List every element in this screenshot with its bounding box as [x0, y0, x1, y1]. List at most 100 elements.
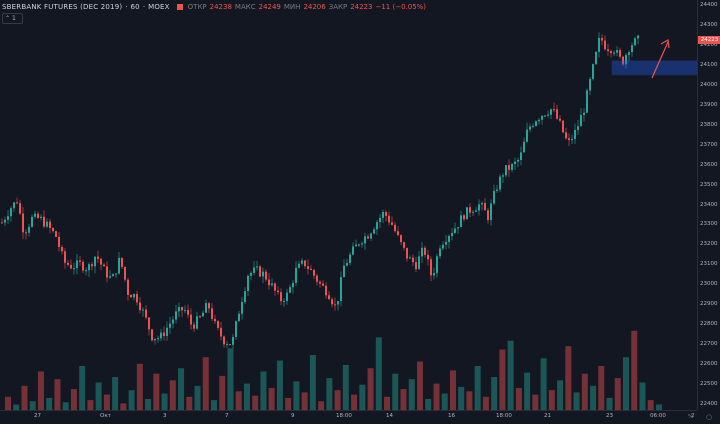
chart-pane[interactable] — [0, 0, 698, 410]
candle-body — [250, 272, 252, 276]
interval[interactable]: 60 — [130, 3, 140, 11]
candle-body — [229, 344, 231, 346]
candle-body — [259, 266, 261, 277]
flag-icon[interactable] — [176, 4, 183, 10]
candle-body — [547, 114, 549, 116]
candle-body — [220, 327, 222, 337]
candle-body — [592, 64, 594, 79]
candle-body — [508, 165, 510, 170]
candle-body — [376, 222, 378, 230]
log-scale-toggle[interactable]: % — [688, 414, 694, 420]
candle-body — [493, 190, 495, 204]
candle-body — [514, 161, 516, 164]
volume-bar — [169, 380, 176, 410]
time-tick-label: 23 — [606, 413, 613, 419]
volume-bar — [532, 394, 539, 410]
candle-body — [367, 236, 369, 239]
time-tick-label: 06:00 — [650, 413, 666, 419]
volume-bar — [417, 361, 423, 410]
annotation-arrow-head — [660, 39, 670, 49]
volume-bar — [647, 400, 654, 410]
time-tick-label: 9 — [291, 413, 295, 419]
candle-body — [103, 264, 105, 267]
candle-body — [595, 51, 597, 65]
candle-body — [253, 267, 255, 273]
candle-body — [31, 216, 33, 227]
price-axis[interactable]: 24400 24300 24200 24100 24000 23900 23800 23700… — [697, 0, 720, 410]
price-tick-label: 23000 — [700, 281, 718, 288]
time-tick-label: 27 — [34, 413, 41, 419]
candle-body — [397, 231, 399, 236]
candle-body — [190, 314, 192, 325]
price-chart[interactable] — [0, 0, 698, 410]
price-tick-label: 23500 — [700, 181, 718, 188]
price-tick-label: 24000 — [700, 81, 718, 88]
candle-body — [76, 260, 78, 269]
candle-body — [535, 121, 537, 126]
candle-body — [529, 126, 531, 130]
time-tick-label: 16 — [448, 413, 455, 419]
candle-body — [16, 202, 18, 204]
candle-body — [1, 222, 3, 224]
candle-body — [181, 307, 183, 311]
candle-body — [565, 132, 567, 139]
candle-body — [133, 294, 135, 298]
candle-body — [142, 309, 144, 311]
candle-body — [205, 303, 207, 313]
volume-bar — [482, 396, 489, 410]
volume-bar — [375, 337, 382, 410]
volume-bar — [425, 399, 432, 410]
candle-body — [625, 54, 627, 65]
volume-bar — [466, 391, 473, 410]
time-axis[interactable]: 27 Окт 3 7 9 18:00 14 16 18:00 21 23 06:00 2 — [0, 410, 697, 424]
candle-body — [550, 109, 552, 115]
candle-body — [427, 254, 429, 260]
volume-bar — [128, 390, 135, 410]
candle-body — [115, 273, 117, 275]
candle-body — [184, 309, 186, 311]
candle-body — [430, 259, 432, 276]
candle-body — [7, 216, 9, 220]
candle-body — [349, 254, 351, 264]
candle-body — [187, 309, 189, 315]
price-tick-label: 24200 — [700, 41, 718, 48]
candle-body — [289, 287, 291, 293]
indicators-toggle[interactable]: ⌃ 1 — [2, 13, 23, 24]
candle-body — [178, 307, 180, 312]
price-tick-label: 22700 — [700, 341, 718, 348]
low-value: 24206 — [303, 3, 326, 11]
candle-body — [601, 37, 603, 41]
candle-body — [403, 242, 405, 248]
settings-icon[interactable]: ○ — [706, 413, 713, 421]
candle-body — [61, 247, 63, 252]
candle-body — [247, 275, 249, 291]
volume-bar — [474, 366, 481, 410]
symbol-name[interactable]: SBERBANK FUTURES (DEC 2019) — [2, 3, 123, 11]
volume-bar — [408, 379, 415, 410]
indicator-count: 1 — [12, 15, 16, 22]
candle-body — [346, 263, 348, 266]
candle-body — [409, 257, 411, 259]
candle-body — [217, 321, 219, 328]
candle-body — [631, 45, 633, 53]
candle-body — [415, 262, 417, 270]
candle-body — [10, 208, 12, 217]
candle-body — [232, 337, 234, 345]
price-tick-label: 23700 — [700, 141, 718, 148]
volume-bar — [268, 388, 275, 410]
volume-bar — [359, 384, 366, 410]
volume-bar — [252, 395, 259, 410]
candle-body — [520, 152, 522, 160]
volume-bar — [29, 401, 36, 410]
candle-body — [622, 56, 624, 65]
candle-body — [562, 120, 564, 133]
candle-body — [241, 301, 243, 314]
volume-bar — [243, 383, 250, 410]
volume-bar — [326, 378, 333, 410]
volume-bar — [400, 389, 407, 410]
candle-body — [418, 256, 420, 270]
candle-body — [277, 290, 279, 293]
candle-body — [445, 241, 447, 245]
candle-body — [577, 126, 579, 130]
candle-body — [454, 228, 456, 234]
